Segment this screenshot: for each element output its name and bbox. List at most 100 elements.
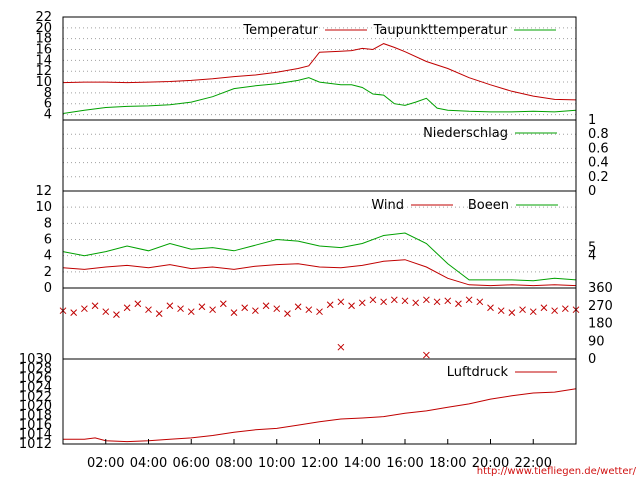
legend-label: Temperatur — [242, 23, 318, 38]
legend-label: Wind — [371, 198, 404, 213]
wind-direction-point — [177, 305, 184, 313]
wind-direction-point — [412, 299, 420, 307]
right-tick-label: 4 — [588, 249, 596, 264]
y-tick-label: 4 — [44, 108, 52, 123]
wind-direction-point — [401, 297, 409, 305]
x-tick-label: 16:00 — [386, 456, 423, 471]
legend-label: Luftdruck — [447, 365, 509, 380]
wind-direction-point — [102, 308, 110, 316]
y-tick-label: 20 — [35, 21, 52, 36]
wind-direction-point — [134, 300, 142, 308]
y-tick-label: 0.2 — [588, 170, 609, 185]
wind-direction-point — [519, 306, 526, 314]
y-tick-label: 4 — [44, 249, 52, 264]
wind-direction-point — [433, 298, 441, 306]
y-tick-label: 10 — [35, 200, 52, 215]
wind-direction-point — [219, 300, 227, 308]
y-tick-label: 1024 — [19, 380, 52, 395]
wind-direction-point — [358, 299, 366, 307]
y-tick-label: 90 — [588, 334, 605, 349]
legend-label: Taupunkttemperatur — [373, 23, 508, 38]
wind-direction-point — [551, 307, 558, 315]
wind-direction-point — [198, 303, 206, 311]
y-tick-label: 18 — [35, 32, 52, 47]
wind-direction-point — [273, 305, 281, 313]
wind-direction-point — [81, 305, 88, 313]
wind-direction-point — [497, 307, 505, 315]
y-tick-label: 10 — [35, 75, 52, 90]
legend-label: Niederschlag — [423, 126, 508, 141]
y-tick-label: 360 — [588, 281, 613, 296]
wind-direction-point — [508, 309, 516, 317]
wind-direction-point — [230, 309, 238, 317]
x-tick-label: 08:00 — [215, 456, 252, 471]
y-tick-label: 12 — [35, 64, 52, 79]
y-tick-label: 16 — [35, 43, 52, 58]
x-axis: 02:00 04:00 06:00 08:00 10:00 12:00 14:00 16:00… — [87, 439, 552, 471]
wind-direction-point — [369, 296, 377, 304]
wind-direction-point — [305, 306, 313, 314]
wind-direction-point — [337, 298, 345, 306]
y-tick-label: 6 — [44, 233, 52, 248]
y-tick-label: 1012 — [19, 437, 52, 452]
wind-direction-point — [145, 306, 152, 314]
y-tick-label: 1022 — [19, 390, 52, 405]
y-tick-label: 14 — [35, 53, 52, 68]
right-tick-label: 5 — [588, 241, 596, 256]
y-tick-label: 22 — [35, 10, 52, 25]
panel-precipitation: 00.20.40.60.81 Niederschlag — [62, 113, 609, 199]
legend-label: Boeen — [468, 198, 509, 213]
wind-direction-point — [444, 297, 452, 305]
wind-direction-point — [123, 304, 131, 312]
wind-direction-point — [337, 343, 345, 351]
x-tick-label: 22:00 — [515, 456, 552, 471]
y-tick-label: 0 — [588, 184, 596, 199]
wind-direction-point — [380, 298, 387, 306]
y-tick-label: 1030 — [19, 352, 52, 367]
series-line-boeen — [62, 232, 577, 282]
wind-direction-point — [262, 302, 270, 310]
wind-direction-point — [209, 306, 216, 314]
source-link[interactable]: http://www.tiefliegen.de/wetter/ — [477, 466, 637, 477]
x-tick-label: 14:00 — [344, 456, 381, 471]
y-tick-label: 1028 — [19, 361, 52, 376]
wind-direction-point — [326, 301, 334, 309]
wind-direction-point — [70, 309, 78, 317]
x-tick-label: 06:00 — [173, 456, 210, 471]
series-line-luftdruck — [63, 388, 577, 443]
y-tick-label: 8 — [44, 216, 52, 231]
series-line-temperatur — [62, 43, 577, 101]
wind-direction-point — [91, 302, 99, 310]
wind-direction-point — [476, 298, 484, 306]
wind-direction-point — [423, 351, 430, 359]
wind-direction-point — [529, 308, 537, 316]
wind-direction-point — [423, 296, 430, 304]
wind-direction-point — [348, 302, 355, 310]
y-tick-label: 1014 — [19, 428, 52, 443]
wind-direction-point — [113, 311, 120, 318]
wind-direction-point — [284, 310, 291, 317]
wind-direction-point — [294, 303, 302, 311]
y-tick-label: 0.6 — [588, 141, 609, 156]
y-tick-label: 1016 — [19, 418, 52, 433]
x-tick-label: 18:00 — [429, 456, 466, 471]
y-tick-label: 6 — [44, 97, 52, 112]
y-tick-label: 12 — [35, 184, 52, 199]
y-tick-label: 180 — [588, 317, 613, 332]
x-tick-label: 04:00 — [130, 456, 167, 471]
y-tick-label: 8 — [44, 86, 52, 101]
x-tick-label: 10:00 — [258, 456, 295, 471]
y-tick-label: 1018 — [19, 409, 52, 424]
y-tick-label: 0 — [44, 281, 52, 296]
y-tick-label: 1 — [588, 113, 596, 128]
wind-direction-point — [561, 305, 569, 313]
x-tick-label: 20:00 — [472, 456, 509, 471]
wind-direction-point — [487, 304, 494, 312]
wind-direction-point — [465, 296, 473, 304]
y-tick-label: 0 — [588, 352, 596, 367]
y-tick-label: 1020 — [19, 399, 52, 414]
wind-direction-point — [455, 300, 462, 308]
